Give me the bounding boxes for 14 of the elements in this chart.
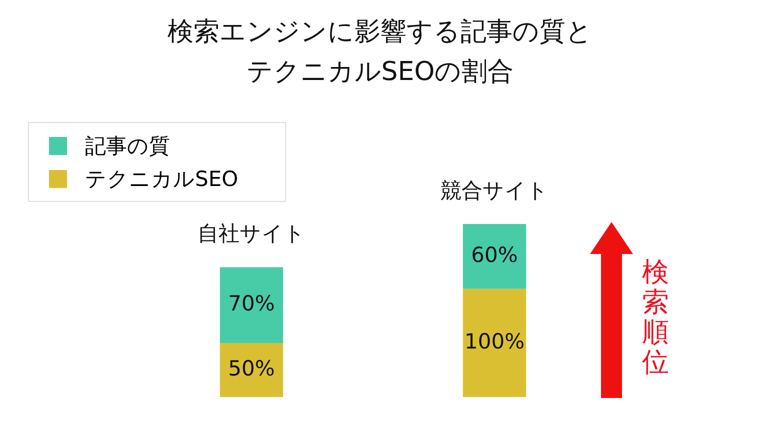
text: 検索順位 bbox=[642, 257, 670, 378]
x-tick-label: 競合サイト bbox=[440, 178, 548, 202]
data-label: 100% bbox=[464, 329, 525, 354]
legend-label: 記事の質 bbox=[85, 132, 170, 160]
bar bbox=[220, 342, 284, 397]
bar bbox=[220, 267, 284, 343]
bar bbox=[462, 224, 526, 289]
chart-title: 検索エンジンに影響する記事の質とテクニカルSEOの割合 bbox=[166, 16, 594, 89]
data-label: 60% bbox=[471, 242, 518, 267]
data-label: 70% bbox=[228, 292, 275, 316]
data-label: 50% bbox=[228, 356, 275, 380]
x-tick-label: 自社サイト bbox=[198, 222, 306, 246]
legend-label: テクニカルSEO bbox=[85, 166, 238, 192]
bar bbox=[462, 288, 526, 397]
